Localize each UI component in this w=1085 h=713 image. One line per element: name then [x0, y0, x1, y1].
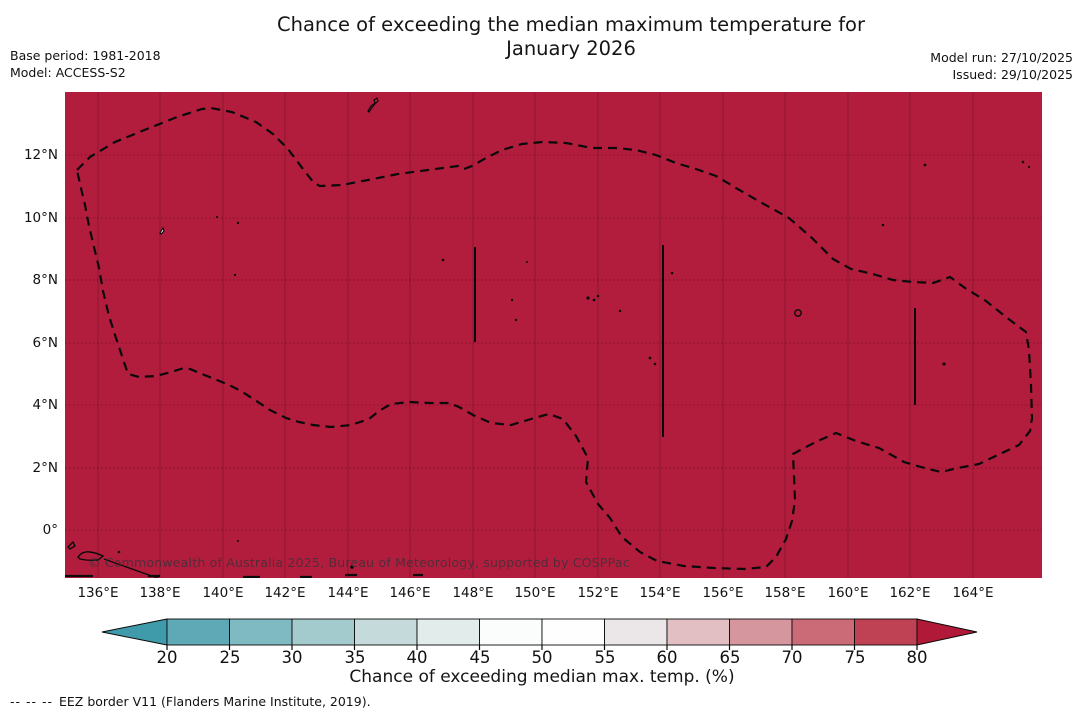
colorbar-tick-label: 80 — [906, 648, 928, 667]
y-tick-label: 10°N — [23, 210, 58, 226]
colorbar-tick-label: 40 — [406, 648, 428, 667]
pohnpei-outline — [794, 309, 802, 317]
model-label: Model: ACCESS-S2 — [10, 65, 126, 80]
colorbar-tick-label: 55 — [594, 648, 616, 667]
colorbar-tick-marks — [166, 645, 918, 650]
base-period-label: Base period: 1981-2018 — [10, 48, 161, 63]
meta-left: Base period: 1981-2018 Model: ACCESS-S2 — [10, 47, 161, 81]
issued-label: Issued: 29/10/2025 — [952, 67, 1074, 82]
colorbar-tick-label: 70 — [781, 648, 803, 667]
colorbar — [101, 618, 978, 650]
x-tick-label: 142°E — [264, 585, 306, 601]
colorbar-segment — [416, 618, 480, 646]
guam-outline — [367, 97, 379, 113]
colorbar-segment — [479, 618, 543, 646]
map-canvas: © Commonwealth of Australia 2025, Bureau… — [65, 92, 1042, 578]
x-tick-label: 156°E — [702, 585, 744, 601]
colorbar-right-arrow — [916, 618, 978, 646]
y-tick-label: 6°N — [32, 335, 58, 351]
model-run-label: Model run: 27/10/2025 — [930, 50, 1073, 65]
x-tick-label: 158°E — [764, 585, 806, 601]
colorbar-tick-label: 50 — [531, 648, 553, 667]
colorbar-tick-label: 30 — [281, 648, 303, 667]
colorbar-tick-label: 35 — [344, 648, 366, 667]
x-tick-label: 154°E — [639, 585, 681, 601]
eez-footnote: -- -- -- EEZ border V11 (Flanders Marine … — [10, 694, 371, 709]
colorbar-tick-label: 20 — [156, 648, 178, 667]
y-tick-label: 12°N — [23, 147, 58, 163]
y-tick-label: 8°N — [32, 272, 58, 288]
y-tick-label: 4°N — [32, 397, 58, 413]
colorbar-title: Chance of exceeding median max. temp. (%… — [349, 667, 735, 687]
x-tick-label: 136°E — [77, 585, 119, 601]
eez-dash-sample: -- -- -- — [10, 694, 54, 709]
colorbar-tick-label: 75 — [844, 648, 866, 667]
colorbar-tick-label: 65 — [719, 648, 741, 667]
colorbar-tick-label: 25 — [219, 648, 241, 667]
colorbar-segment — [791, 618, 855, 646]
colorbar-tick-label: 60 — [656, 648, 678, 667]
x-tick-label: 148°E — [452, 585, 494, 601]
colorbar-left-arrow — [101, 618, 168, 646]
x-tick-label: 146°E — [389, 585, 431, 601]
title-line-1: Chance of exceeding the median maximum t… — [276, 13, 866, 36]
title-line-2: January 2026 — [506, 36, 636, 60]
map-svg — [65, 92, 1042, 578]
x-tick-label: 144°E — [327, 585, 369, 601]
colorbar-tick-label: 45 — [469, 648, 491, 667]
colorbar-segment — [354, 618, 418, 646]
x-tick-label: 160°E — [827, 585, 869, 601]
graticule-meridians — [97, 92, 974, 578]
page-title: Chance of exceeding the median maximum t… — [58, 13, 1084, 60]
palau-outline — [159, 226, 165, 235]
vertical-line-features — [474, 245, 916, 437]
colorbar-segment — [666, 618, 730, 646]
colorbar-segment — [729, 618, 793, 646]
colorbar-segment — [604, 618, 668, 646]
x-tick-label: 152°E — [577, 585, 619, 601]
island-markers — [117, 160, 1031, 569]
eez-fragment-dashes — [65, 573, 423, 578]
eez-border-path — [75, 106, 1034, 571]
x-tick-label: 140°E — [202, 585, 244, 601]
eez-footnote-text: EEZ border V11 (Flanders Marine Institut… — [59, 694, 371, 709]
colorbar-segment — [166, 618, 230, 646]
y-tick-label: 2°N — [32, 460, 58, 476]
x-tick-label: 150°E — [514, 585, 556, 601]
graticule-parallels — [65, 154, 1042, 531]
meta-right: Model run: 27/10/2025 Issued: 29/10/2025 — [930, 49, 1073, 83]
y-tick-label: 0° — [42, 522, 58, 538]
colorbar-segment — [229, 618, 293, 646]
colorbar-segment — [291, 618, 355, 646]
x-tick-label: 162°E — [889, 585, 931, 601]
colorbar-segment — [854, 618, 918, 646]
colorbar-segment — [541, 618, 605, 646]
colorbar-segments — [166, 618, 918, 646]
x-tick-label: 138°E — [139, 585, 181, 601]
copyright-watermark: © Commonwealth of Australia 2025, Bureau… — [88, 555, 630, 570]
x-tick-label: 164°E — [952, 585, 994, 601]
